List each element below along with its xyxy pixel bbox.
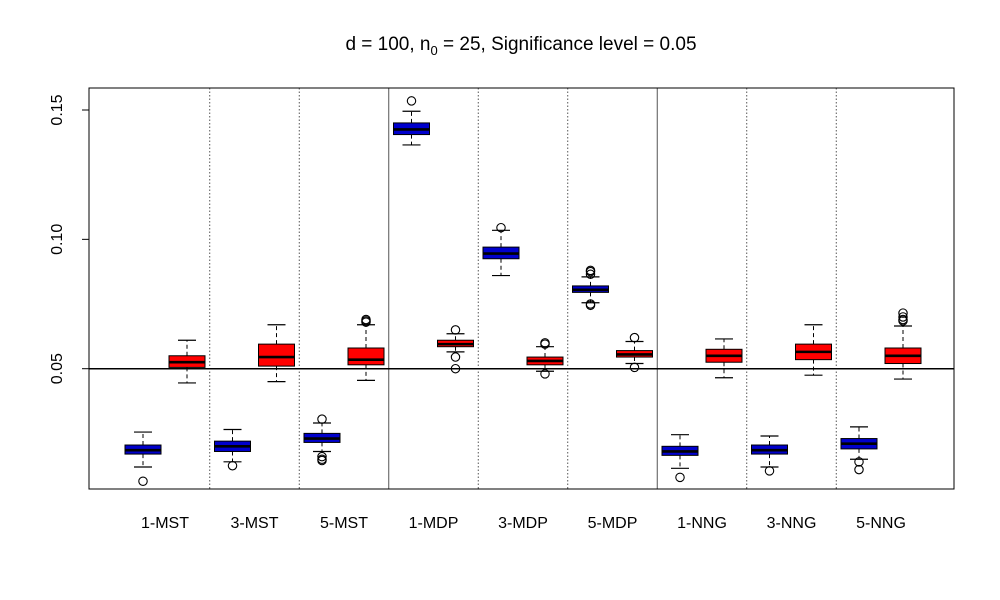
- y-tick-label: 0.05: [49, 353, 66, 384]
- outlier-point: [317, 455, 327, 466]
- outlier-point: [361, 317, 371, 327]
- outlier-point: [496, 222, 506, 233]
- outlier-point: [227, 460, 238, 471]
- outlier-point: [629, 332, 640, 343]
- outlier-point: [629, 362, 640, 373]
- plot-frame: [88, 87, 955, 490]
- x-tick-label: 3-MDP: [498, 515, 548, 532]
- x-tick-label: 1-MST: [141, 515, 189, 532]
- blue-box-3-NNG: [751, 435, 788, 476]
- outlier-point: [138, 476, 148, 486]
- outlier-point: [540, 369, 550, 379]
- outlier-point: [764, 466, 775, 476]
- blue-box-5-NNG: [840, 426, 878, 475]
- outlier-point: [854, 464, 864, 475]
- blue-box-5-MDP: [572, 265, 609, 311]
- outlier-point: [450, 325, 461, 335]
- x-tick-label: 1-NNG: [677, 515, 727, 532]
- outlier-point: [585, 266, 596, 277]
- red-box-1-MST: [168, 339, 206, 384]
- x-tick-label: 3-MST: [231, 515, 279, 532]
- x-tick-label: 3-NNG: [767, 515, 817, 532]
- y-tick-label: 0.15: [49, 94, 66, 125]
- outlier-point: [854, 457, 864, 467]
- chart-title-subscript: 0: [431, 43, 438, 58]
- blue-box-1-MDP: [393, 96, 430, 146]
- blue-box-3-MDP: [482, 222, 520, 277]
- outlier-point: [317, 414, 327, 424]
- red-box-5-MDP: [616, 332, 653, 373]
- outlier-point: [898, 312, 908, 322]
- x-tick-label: 5-MST: [320, 515, 368, 532]
- iqr-box: [258, 343, 295, 367]
- x-tick-label: 5-MDP: [588, 515, 638, 532]
- iqr-box: [347, 347, 385, 366]
- chart-title: d = 100, n0 = 25, Significance level = 0…: [345, 34, 696, 58]
- outlier-point: [450, 352, 461, 362]
- blue-box-1-MST: [124, 431, 162, 486]
- red-box-3-MDP: [526, 338, 564, 379]
- blue-box-5-MST: [303, 414, 341, 466]
- red-box-1-MDP: [437, 325, 474, 374]
- y-tick-label: 0.10: [49, 224, 66, 255]
- outlier-point: [540, 339, 550, 349]
- red-box-3-MST: [258, 324, 295, 383]
- x-tick-label: 1-MDP: [409, 515, 459, 532]
- outlier-point: [898, 316, 908, 326]
- outlier-point: [675, 472, 685, 483]
- outlier-point: [585, 269, 596, 280]
- chart-title-prefix: d = 100, n: [345, 34, 430, 55]
- outlier-point: [898, 308, 908, 318]
- plot-area: 0.05 0.10 0.15 1-MST 3-MST 5-MST 1-MDP 3-MDP 5-M…: [49, 87, 955, 532]
- blue-box-3-MST: [214, 428, 251, 471]
- blue-box-1-NNG: [661, 434, 699, 483]
- red-box-5-NNG: [884, 308, 922, 380]
- outlier-point: [585, 300, 596, 311]
- red-box-3-NNG: [795, 324, 832, 376]
- chart-title-suffix: = 25, Significance level = 0.05: [438, 34, 697, 55]
- red-box-5-MST: [347, 314, 385, 381]
- x-tick-label: 5-NNG: [856, 515, 906, 532]
- outlier-point: [406, 96, 417, 106]
- outlier-point: [317, 451, 327, 462]
- red-box-1-NNG: [705, 338, 743, 379]
